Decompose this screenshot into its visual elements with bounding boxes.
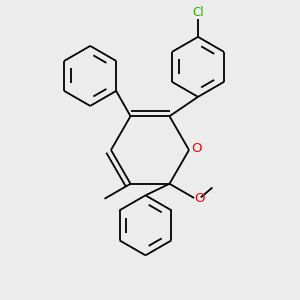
- Text: O: O: [194, 191, 205, 205]
- Text: Cl: Cl: [192, 6, 204, 19]
- Text: O: O: [191, 142, 202, 155]
